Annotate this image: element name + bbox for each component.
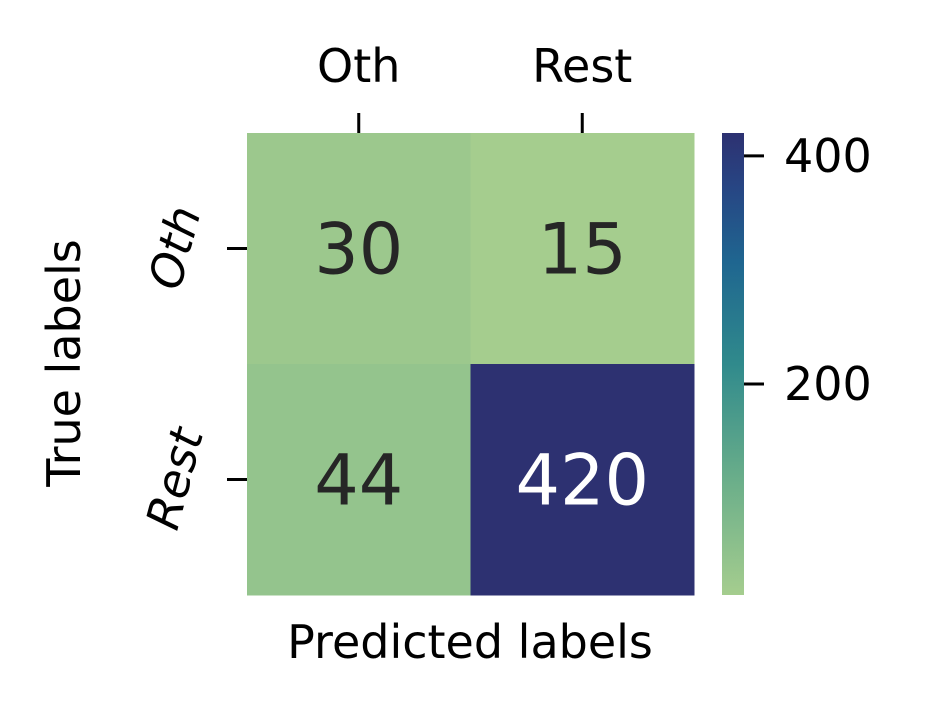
x-axis-label: Predicted labels xyxy=(287,615,653,669)
heatmap-cell xyxy=(247,133,471,365)
x-tick-label: Oth xyxy=(317,39,400,93)
cell-value-label: 44 xyxy=(314,440,403,522)
heatmap-cell-labels: 30 15 44 420 xyxy=(314,209,649,522)
heatmap-cell xyxy=(470,364,695,596)
y-tick-label: Oth xyxy=(138,200,212,295)
cell-value-label: 30 xyxy=(314,209,403,291)
heatmap-cell xyxy=(247,364,471,596)
y-tick-label: Rest xyxy=(135,420,214,535)
colorbar xyxy=(722,133,744,595)
y-axis-label: True labels xyxy=(37,239,91,488)
colorbar-tick-label: 200 xyxy=(784,357,872,411)
colorbar-ticks: 200 400 xyxy=(744,129,872,411)
y-axis-ticks: Oth Rest xyxy=(135,200,247,535)
cell-value-label: 420 xyxy=(515,440,649,522)
x-axis-ticks: Oth Rest xyxy=(317,39,632,133)
x-tick-label: Rest xyxy=(532,39,632,93)
heatmap-cell xyxy=(470,133,695,365)
cell-value-label: 15 xyxy=(538,209,627,291)
heatmap-cells xyxy=(247,133,695,596)
colorbar-tick-label: 400 xyxy=(784,129,872,183)
